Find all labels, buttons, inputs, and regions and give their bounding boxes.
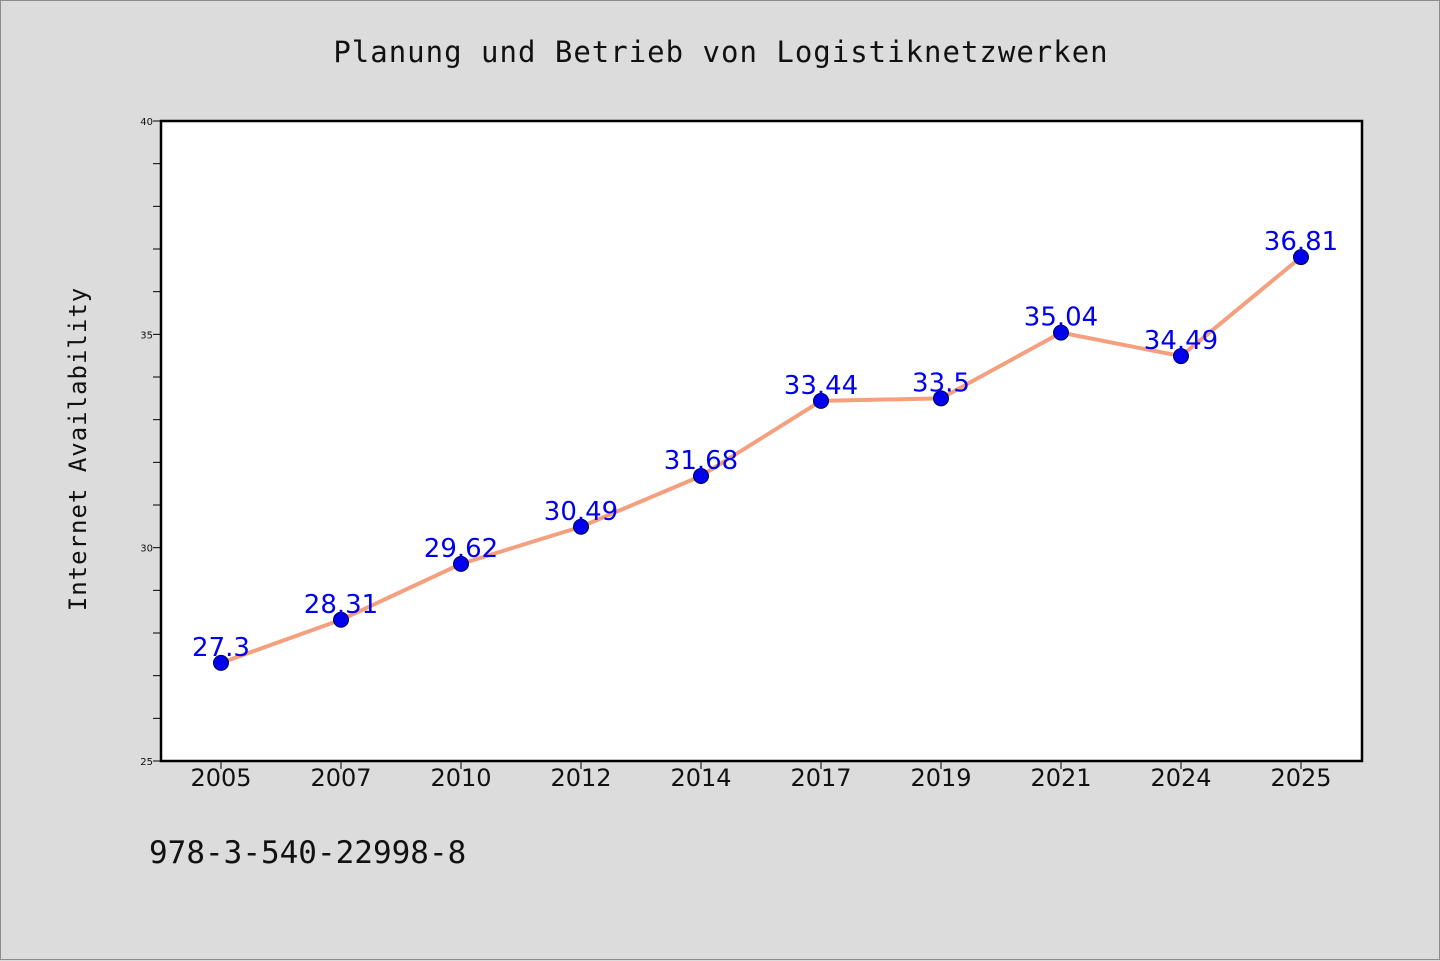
data-point [1173,348,1189,365]
data-point [1053,324,1069,341]
data-point [213,654,229,671]
x-tick-label: 2014 [670,764,731,792]
x-tick-label: 2025 [1270,764,1331,792]
isbn-label: 978-3-540-22998-8 [149,835,467,871]
data-point [933,390,949,407]
y-tick-label: 25 [140,757,153,768]
data-label: 33.44 [784,371,858,401]
x-tick-label: 2024 [1150,764,1211,792]
data-point [453,555,469,572]
data-label: 33.5 [912,368,970,398]
data-point [813,392,829,409]
y-axis-label: Internet Availability [64,287,92,611]
data-point [693,467,709,484]
y-axis: 25 30 35 40 [140,117,161,768]
data-point [333,611,349,628]
data-label: 31.68 [664,446,738,476]
x-tick-label: 2021 [1030,764,1091,792]
data-label: 28.31 [304,590,378,620]
x-tick-label: 2007 [310,764,371,792]
x-tick-label: 2012 [550,764,611,792]
x-axis: 2005 2007 2010 2012 2014 2017 2019 2021 2024 2025 [190,761,1332,792]
data-label: 34.49 [1144,326,1218,356]
chart-title: Planung und Betrieb von Logistiknetzwerk… [333,35,1109,69]
data-label: 36.81 [1264,227,1338,257]
data-label: 27.3 [192,633,250,663]
y-tick-label: 35 [140,330,153,341]
series-line [219,255,1303,665]
x-tick-label: 2010 [430,764,491,792]
x-tick-label: 2019 [910,764,971,792]
x-tick-label: 2005 [190,764,251,792]
data-point [573,518,589,535]
x-tick-label: 2017 [790,764,851,792]
series-layer: 27.3 28.31 29.62 30.49 31.68 33.44 33.5 35.04 34… [192,227,1338,671]
y-tick-label: 30 [140,544,153,555]
plot-area [159,119,1364,763]
data-point [1293,249,1309,266]
data-label: 35.04 [1024,303,1098,333]
data-label: 30.49 [544,497,618,527]
data-label: 29.62 [424,534,498,564]
y-tick-label: 40 [140,117,153,128]
